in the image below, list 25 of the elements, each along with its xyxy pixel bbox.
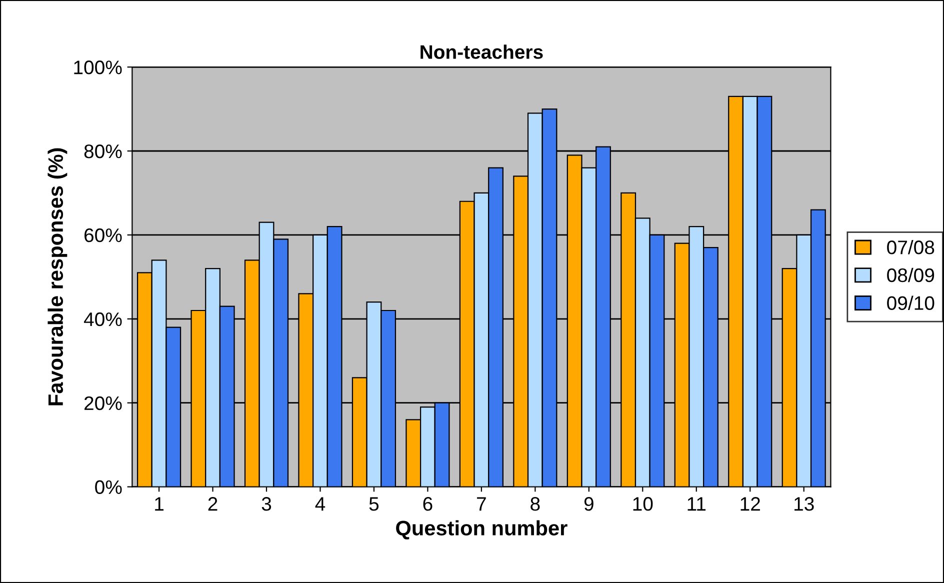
legend-label: 09/10 xyxy=(887,296,934,310)
x-tick-label: 7 xyxy=(477,497,486,511)
legend-label: 07/08 xyxy=(887,240,934,254)
y-tick-label: 20% xyxy=(84,396,122,410)
legend-label: 08/09 xyxy=(887,268,934,282)
x-axis-title: Question number xyxy=(396,520,568,540)
x-tick-label: 5 xyxy=(369,497,379,511)
x-tick-label: 10 xyxy=(633,497,653,511)
y-tick-label: 100% xyxy=(74,60,122,74)
x-tick-label: 6 xyxy=(423,497,432,511)
x-tick-label: 4 xyxy=(315,497,326,511)
y-tick-label: 0% xyxy=(95,480,122,494)
x-tick-label: 12 xyxy=(740,497,760,511)
x-tick-label: 13 xyxy=(794,497,814,511)
x-tick-label: 11 xyxy=(688,497,706,511)
x-tick-label: 2 xyxy=(208,497,218,511)
chart-title: Non-teachers xyxy=(420,44,543,59)
x-tick-label: 3 xyxy=(262,497,272,511)
y-tick-label: 80% xyxy=(84,144,122,158)
y-tick-label: 60% xyxy=(84,228,122,242)
x-tick-label: 9 xyxy=(584,497,594,511)
x-tick-label: 8 xyxy=(530,497,540,511)
x-tick-label: 1 xyxy=(155,497,164,511)
y-axis-title: Favourable responses (%) xyxy=(48,148,68,406)
y-tick-label: 40% xyxy=(84,312,122,326)
